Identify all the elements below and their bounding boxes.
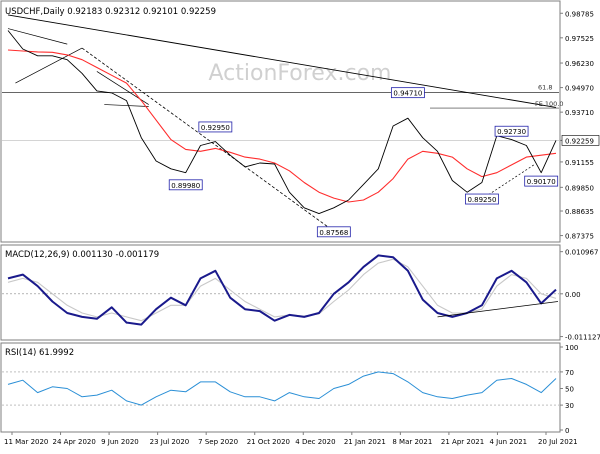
rsi-y-tick-label: 50 xyxy=(565,386,574,394)
price-line xyxy=(7,30,557,215)
macd-series xyxy=(7,254,559,326)
price-annotation-box xyxy=(465,193,499,205)
price-annotation-label: 0.89980 xyxy=(171,182,200,190)
price-annotation-label: 0.87568 xyxy=(319,229,348,237)
sma-line xyxy=(7,49,557,203)
macd-y-tick-label: -0.011127 xyxy=(565,334,600,342)
macd-line xyxy=(7,254,557,326)
x-axis: 11 Mar 2020 24 Apr 2020 9 Jun 2020 23 Jul 2… xyxy=(4,432,578,446)
price-annotation-box xyxy=(316,226,351,238)
price-annotation-label: 0.94710 xyxy=(393,90,422,98)
price-annotation-label: 0.92950 xyxy=(201,124,230,132)
x-tick-label: 9 Jun 2020 xyxy=(101,438,139,446)
x-tick-label: 4 Dec 2020 xyxy=(295,438,335,446)
price-series xyxy=(7,30,557,215)
wedge-lower-line xyxy=(15,47,83,84)
price-panel-title: USDCHF,Daily 0.92183 0.92312 0.92101 0.9… xyxy=(5,7,216,17)
macd-panel-frame xyxy=(0,244,561,341)
macd-y-tick-label: 0.010967 xyxy=(565,249,598,257)
x-tick-label: 21 Jan 2021 xyxy=(344,438,386,446)
x-tick-label: 20 Jul 2021 xyxy=(538,438,578,446)
price-annotation-label: 0.90170 xyxy=(527,178,556,186)
price-annotation-box xyxy=(168,179,203,191)
price-y-tick-label: 0.87375 xyxy=(565,233,594,241)
rsi-panel-frame xyxy=(0,342,561,433)
x-tick-label: 8 Mar 2021 xyxy=(392,438,432,446)
rsi-series xyxy=(7,371,557,406)
long-trendline xyxy=(7,14,557,108)
price-y-tick-label: 0.93710 xyxy=(565,109,594,117)
price-y-tick-label: 0.88635 xyxy=(565,208,594,216)
rsi-y-tick-label: 30 xyxy=(565,402,574,410)
x-tick-label: 7 Sep 2020 xyxy=(198,438,238,446)
rsi-y-tick-label: 0 xyxy=(565,427,569,435)
x-tick-label: 21 Oct 2020 xyxy=(247,438,290,446)
price-y-tick-label: 0.91155 xyxy=(565,159,594,167)
price-annotation-box xyxy=(494,125,529,137)
dashed-trendline xyxy=(81,47,335,232)
fib-61-8-label: 61.8 xyxy=(538,84,552,92)
price-y-tick-label: 0.96230 xyxy=(565,60,594,68)
macd-trendline xyxy=(437,301,559,318)
price-annotation-box xyxy=(198,121,233,133)
x-tick-label: 11 Mar 2020 xyxy=(4,438,48,446)
price-y-tick-label: 0.94970 xyxy=(565,85,594,93)
wedge-upper-line xyxy=(7,28,68,45)
macd-signal-line xyxy=(7,258,557,322)
macd-panel-title: MACD(12,26,9) 0.001130 -0.001179 xyxy=(5,250,159,260)
x-tick-label: 23 Jul 2020 xyxy=(150,438,190,446)
macd-y-axis: 0.010967 0.00 -0.011127 xyxy=(2,249,600,342)
price-annotation-label: 0.92730 xyxy=(497,128,526,136)
price-y-axis: 0.98785 0.97525 0.96230 0.94970 0.93710 0.922… xyxy=(560,10,600,241)
fe-100-label: FE 100.0 xyxy=(535,100,564,108)
watermark: ActionForex.com xyxy=(209,61,392,86)
macd-y-tick-label: 0.00 xyxy=(565,291,581,299)
rsi-line xyxy=(7,371,557,406)
rsi-panel-title: RSI(14) 61.9992 xyxy=(5,348,74,358)
price-y-tick-label: 0.98785 xyxy=(565,10,594,18)
last-price-marker xyxy=(561,135,600,146)
price-annotation-label: 0.89250 xyxy=(467,196,496,204)
price-y-tick-label: 0.89850 xyxy=(565,184,594,192)
x-tick-label: 4 Jun 2021 xyxy=(489,438,527,446)
channel-lower-line xyxy=(104,104,149,107)
price-annotation-box xyxy=(390,87,425,99)
price-annotation-box xyxy=(524,175,559,187)
price-overlays: 61.8 FE 100.0 xyxy=(2,14,564,232)
price-panel-frame xyxy=(0,0,561,243)
rsi-y-axis: 100 70 50 30 0 xyxy=(2,344,578,435)
rsi-y-tick-label: 70 xyxy=(565,369,574,377)
rsi-y-tick-label: 100 xyxy=(565,344,578,352)
x-tick-label: 24 Apr 2020 xyxy=(53,438,96,446)
last-price-label: 0.92259 xyxy=(565,137,594,145)
price-y-tick-label: 0.97525 xyxy=(565,35,594,43)
x-tick-label: 21 Apr 2021 xyxy=(441,438,484,446)
price-annotations: 0.92950 0.89980 0.87568 0.94710 0.92730 0.892… xyxy=(168,87,559,238)
